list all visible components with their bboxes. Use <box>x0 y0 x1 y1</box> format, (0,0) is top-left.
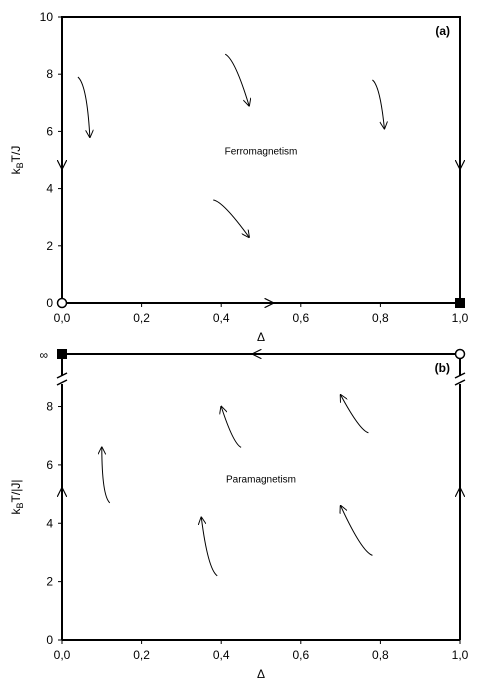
x-tick-label: 0,6 <box>292 648 309 662</box>
fixed-point-filled-square <box>57 349 67 359</box>
flow-arrow <box>221 407 242 448</box>
x-tick-label: 0,2 <box>133 311 150 325</box>
y-tick-label: 4 <box>46 516 53 530</box>
y-axis-label: kBT/|J| <box>9 480 25 515</box>
y-tick-label: 2 <box>46 575 53 589</box>
plot-frame <box>61 16 461 304</box>
y-tick-label: 4 <box>46 182 53 196</box>
y-tick-label: 10 <box>40 10 54 24</box>
x-tick-label: 0,6 <box>292 311 309 325</box>
fixed-point-filled-square <box>455 298 465 308</box>
y-axis-label: kBT/J <box>9 146 25 175</box>
y-tick-label: 0 <box>46 633 53 647</box>
y-tick-label: 0 <box>46 296 53 310</box>
flow-arrow <box>102 447 111 504</box>
flow-arrow <box>372 79 384 129</box>
y-tick-label: 8 <box>46 400 53 414</box>
x-tick-label: 1,0 <box>452 648 469 662</box>
y-tick-label: ∞ <box>39 348 48 362</box>
x-axis-label: Δ <box>257 667 265 681</box>
flow-arrow <box>201 517 218 577</box>
region-label: Ferromagnetism <box>225 146 298 157</box>
x-tick-label: 0,0 <box>54 648 71 662</box>
x-tick-label: 0,8 <box>372 311 389 325</box>
panel-letter: (b) <box>435 361 450 375</box>
flow-arrow <box>224 53 249 105</box>
x-tick-label: 0,4 <box>213 648 230 662</box>
y-tick-label: 6 <box>46 458 53 472</box>
flow-arrow <box>213 199 249 237</box>
axis-break-mark <box>56 372 68 379</box>
y-tick-label: 6 <box>46 124 53 138</box>
x-tick-label: 0,4 <box>213 311 230 325</box>
axis-break-mark <box>454 379 466 386</box>
fixed-point-open-circle <box>56 297 68 309</box>
fixed-point-open-circle <box>454 348 466 360</box>
x-axis-label: Δ <box>257 330 265 344</box>
flow-arrow <box>77 76 90 137</box>
y-tick-label: 2 <box>46 239 53 253</box>
panel-letter: (a) <box>435 24 450 38</box>
axis-break-mark <box>454 372 466 379</box>
flow-arrow <box>341 506 373 556</box>
x-tick-label: 0,0 <box>54 311 71 325</box>
region-label: Paramagnetism <box>226 474 296 485</box>
flow-arrow <box>341 395 369 434</box>
x-tick-label: 0,8 <box>372 648 389 662</box>
y-tick-label: 8 <box>46 67 53 81</box>
x-tick-label: 1,0 <box>452 311 469 325</box>
axis-break-mark <box>56 379 68 386</box>
x-tick-label: 0,2 <box>133 648 150 662</box>
